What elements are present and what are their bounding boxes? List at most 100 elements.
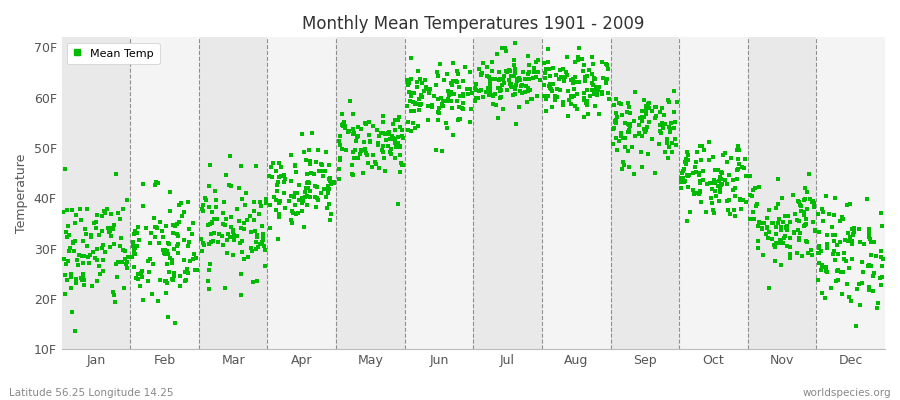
Point	[578, 74, 592, 80]
Point	[318, 168, 332, 174]
Point	[471, 95, 485, 101]
Point	[602, 96, 616, 102]
Point	[366, 123, 381, 130]
Point	[300, 180, 314, 186]
Point	[610, 114, 625, 120]
Point	[436, 98, 450, 104]
Point	[543, 73, 557, 80]
Point	[822, 211, 836, 218]
Point	[388, 154, 402, 161]
Point	[320, 185, 335, 192]
Point	[104, 225, 118, 231]
Point	[370, 127, 384, 134]
Point	[337, 121, 351, 128]
Point	[451, 71, 465, 78]
Point	[591, 111, 606, 117]
Point	[205, 218, 220, 225]
Point	[510, 76, 525, 82]
Point	[395, 161, 410, 168]
Point	[742, 172, 757, 179]
Point	[676, 179, 690, 186]
Point	[224, 224, 238, 230]
Point	[755, 220, 770, 226]
Point	[585, 86, 599, 93]
Point	[761, 206, 776, 213]
Point	[767, 242, 781, 248]
Point	[668, 136, 682, 142]
Point	[777, 235, 791, 241]
Point	[324, 211, 338, 217]
Point	[609, 119, 624, 126]
Point	[571, 54, 585, 60]
Point	[812, 228, 826, 235]
Point	[171, 202, 185, 208]
Point	[269, 207, 284, 214]
Point	[372, 133, 386, 139]
Point	[833, 218, 848, 224]
Point	[474, 72, 489, 78]
Point	[77, 253, 92, 259]
Point	[743, 216, 758, 222]
Point	[148, 234, 162, 240]
Point	[828, 232, 842, 238]
Point	[769, 231, 783, 238]
Point	[445, 105, 459, 112]
Point	[515, 82, 529, 88]
Point	[655, 105, 670, 111]
Point	[805, 252, 819, 259]
Point	[446, 91, 461, 98]
Point	[92, 232, 106, 238]
Point	[599, 80, 614, 86]
Point	[233, 163, 248, 170]
Point	[310, 147, 325, 154]
Point	[362, 118, 376, 125]
Point	[693, 189, 707, 196]
Point	[392, 116, 406, 123]
Point	[258, 247, 273, 254]
Point	[712, 198, 726, 204]
Point	[714, 176, 728, 182]
Point	[238, 256, 252, 262]
Point	[430, 96, 445, 102]
Point	[346, 130, 361, 136]
Point	[733, 197, 747, 203]
Point	[205, 238, 220, 244]
Point	[379, 137, 393, 143]
Point	[336, 122, 350, 128]
Point	[247, 198, 261, 205]
Point	[799, 221, 814, 227]
Point	[313, 190, 328, 196]
Point	[488, 76, 502, 82]
Point	[496, 106, 510, 112]
Point	[332, 155, 347, 162]
Point	[852, 280, 867, 287]
Point	[761, 284, 776, 291]
Point	[616, 162, 631, 168]
Point	[626, 118, 641, 125]
Point	[160, 248, 175, 254]
Point	[489, 101, 503, 108]
Point	[570, 106, 584, 112]
Point	[331, 138, 346, 144]
Point	[410, 68, 425, 75]
Point	[494, 82, 508, 88]
Point	[357, 147, 372, 153]
Point	[308, 183, 322, 190]
Point	[538, 96, 553, 103]
Point	[421, 86, 436, 93]
Text: Latitude 56.25 Longitude 14.25: Latitude 56.25 Longitude 14.25	[9, 388, 174, 398]
Point	[482, 82, 497, 89]
Point	[341, 128, 356, 135]
Point	[81, 260, 95, 266]
Point	[825, 232, 840, 238]
Point	[463, 118, 477, 125]
Point	[587, 75, 601, 81]
Point	[434, 94, 448, 101]
Point	[528, 58, 543, 65]
Point	[386, 134, 400, 141]
Point	[69, 280, 84, 287]
Point	[511, 75, 526, 82]
Point	[520, 84, 535, 91]
Point	[216, 210, 230, 216]
Point	[149, 179, 164, 185]
